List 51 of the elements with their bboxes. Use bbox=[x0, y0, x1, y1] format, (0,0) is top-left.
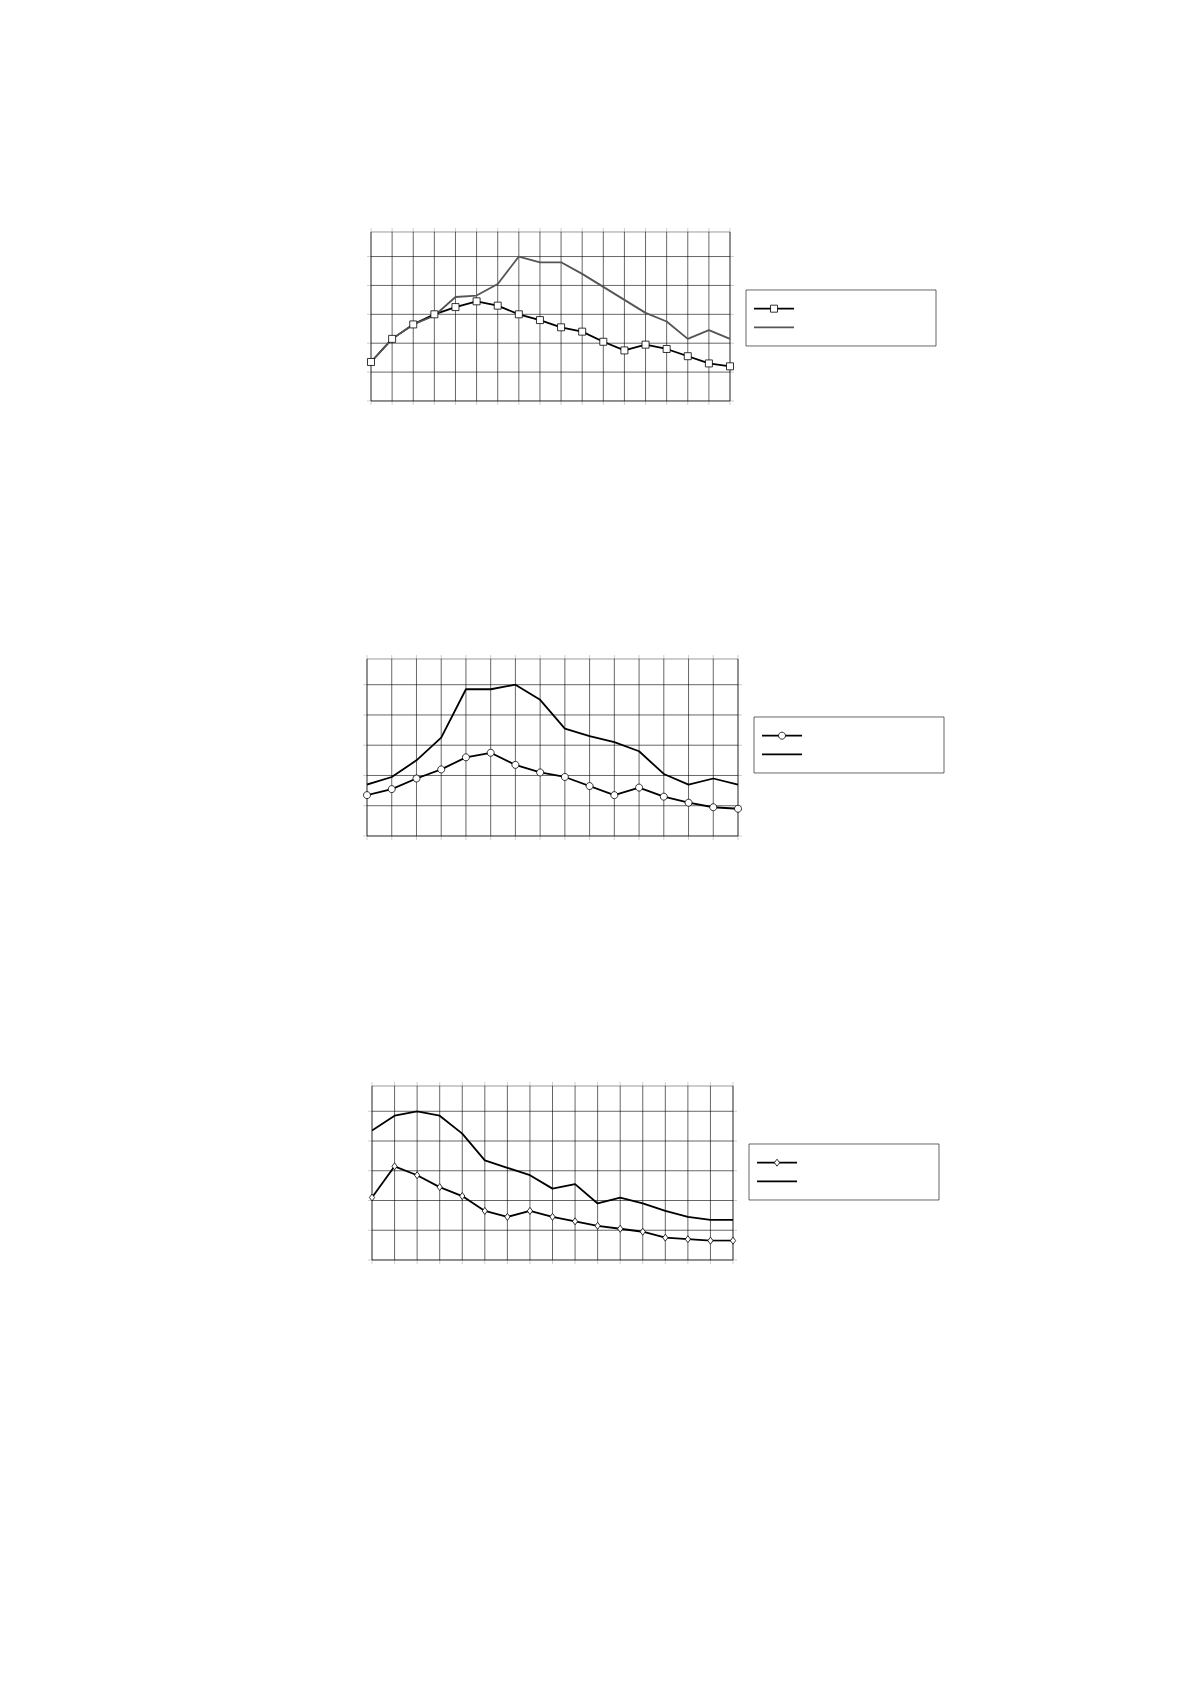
point bbox=[635, 783, 643, 792]
point bbox=[536, 768, 545, 777]
point bbox=[363, 791, 371, 800]
point bbox=[472, 297, 481, 306]
point bbox=[368, 1193, 376, 1202]
point bbox=[734, 804, 742, 813]
point bbox=[707, 1236, 714, 1245]
point bbox=[414, 1171, 421, 1180]
point bbox=[641, 340, 650, 349]
point bbox=[659, 792, 668, 801]
point bbox=[412, 774, 421, 783]
point bbox=[683, 352, 692, 361]
point bbox=[526, 1207, 533, 1215]
point bbox=[560, 773, 569, 781]
point bbox=[709, 803, 718, 812]
point bbox=[430, 310, 439, 319]
point bbox=[486, 748, 495, 757]
point bbox=[511, 760, 520, 769]
point bbox=[462, 753, 470, 762]
point bbox=[639, 1227, 646, 1236]
point bbox=[367, 358, 375, 366]
point bbox=[549, 1212, 556, 1221]
point bbox=[585, 782, 594, 790]
point bbox=[662, 345, 671, 353]
point bbox=[599, 337, 608, 346]
point bbox=[437, 765, 446, 774]
point bbox=[514, 310, 523, 319]
point bbox=[459, 1192, 466, 1200]
point bbox=[481, 1207, 488, 1215]
point bbox=[388, 334, 397, 343]
point bbox=[451, 303, 460, 311]
point bbox=[726, 362, 734, 371]
point bbox=[594, 1221, 601, 1230]
point bbox=[684, 798, 693, 807]
point bbox=[662, 1233, 669, 1242]
point bbox=[578, 327, 587, 336]
point bbox=[504, 1212, 511, 1221]
point bbox=[493, 301, 502, 310]
point bbox=[536, 316, 544, 324]
point bbox=[387, 785, 396, 793]
point bbox=[572, 1217, 579, 1226]
point bbox=[391, 1162, 398, 1171]
point bbox=[684, 1235, 691, 1244]
point bbox=[436, 1183, 443, 1192]
point bbox=[729, 1236, 737, 1245]
point bbox=[610, 791, 619, 800]
point bbox=[617, 1224, 624, 1233]
point bbox=[704, 359, 713, 368]
point bbox=[409, 320, 418, 329]
point bbox=[620, 346, 629, 355]
point bbox=[557, 323, 565, 332]
